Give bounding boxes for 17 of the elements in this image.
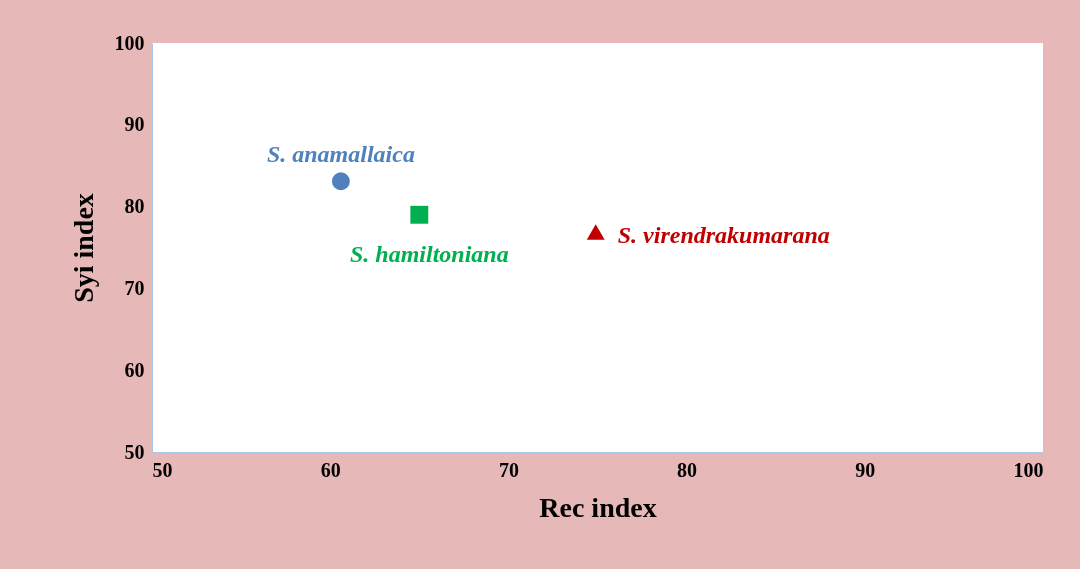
y-axis-title: Syi index (67, 193, 99, 303)
y-tick-label: 90 (124, 113, 145, 136)
series-label: S. anamallaica (266, 141, 415, 168)
x-tick-label: 50 (152, 458, 173, 481)
y-tick-label: 60 (124, 358, 145, 381)
x-tick-label: 90 (855, 458, 876, 481)
x-axis-title: Rec index (539, 491, 657, 523)
x-tick-label: 60 (320, 458, 341, 481)
series-label: S. hamiltoniana (349, 240, 509, 267)
y-tick-label: 50 (124, 440, 145, 463)
x-tick-label: 100 (1013, 458, 1044, 481)
x-tick-label: 70 (498, 458, 519, 481)
y-tick-label: 80 (124, 195, 145, 218)
y-tick-label: 70 (124, 276, 145, 299)
y-tick-label: 100 (114, 31, 145, 54)
x-tick-label: 80 (677, 458, 698, 481)
series-label: S. virendrakumarana (617, 221, 830, 248)
